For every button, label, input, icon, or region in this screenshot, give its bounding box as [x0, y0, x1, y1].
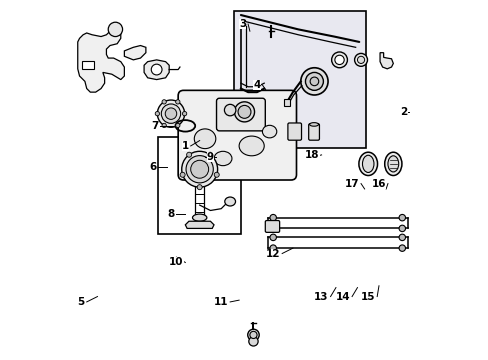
- Bar: [284, 99, 290, 107]
- Circle shape: [214, 172, 219, 177]
- Circle shape: [108, 22, 122, 37]
- Text: 10: 10: [169, 257, 183, 267]
- Circle shape: [238, 105, 250, 118]
- Ellipse shape: [384, 152, 401, 176]
- FancyBboxPatch shape: [265, 221, 279, 232]
- Circle shape: [248, 337, 258, 346]
- Circle shape: [269, 215, 276, 221]
- Text: 14: 14: [335, 292, 349, 302]
- Circle shape: [334, 55, 344, 64]
- Circle shape: [155, 112, 159, 116]
- Bar: [82, 61, 94, 69]
- Text: 2: 2: [400, 107, 407, 117]
- Circle shape: [269, 234, 276, 240]
- Circle shape: [249, 331, 257, 338]
- Text: 7: 7: [151, 121, 158, 131]
- FancyBboxPatch shape: [178, 90, 296, 180]
- Text: 13: 13: [314, 292, 328, 302]
- Polygon shape: [78, 31, 124, 92]
- Circle shape: [180, 172, 185, 177]
- Circle shape: [161, 104, 180, 123]
- Circle shape: [186, 152, 191, 157]
- Text: 4: 4: [253, 80, 260, 90]
- Ellipse shape: [358, 152, 377, 176]
- Circle shape: [165, 108, 176, 120]
- Text: 1: 1: [182, 141, 188, 151]
- Text: 11: 11: [213, 297, 228, 307]
- Circle shape: [182, 151, 217, 187]
- Circle shape: [398, 234, 405, 240]
- Polygon shape: [124, 45, 145, 60]
- Ellipse shape: [192, 214, 206, 221]
- Circle shape: [151, 64, 162, 75]
- Circle shape: [175, 123, 180, 127]
- Circle shape: [247, 329, 259, 341]
- Circle shape: [234, 102, 254, 122]
- Circle shape: [207, 152, 212, 157]
- Circle shape: [305, 72, 323, 90]
- Circle shape: [224, 104, 235, 116]
- Circle shape: [157, 100, 184, 127]
- Text: 16: 16: [371, 179, 386, 189]
- Ellipse shape: [362, 155, 373, 172]
- Circle shape: [162, 100, 166, 104]
- Circle shape: [398, 225, 405, 231]
- Circle shape: [354, 53, 367, 66]
- Ellipse shape: [224, 197, 235, 206]
- Polygon shape: [379, 53, 392, 69]
- Text: 8: 8: [167, 209, 174, 219]
- Circle shape: [357, 56, 364, 63]
- Text: 12: 12: [265, 248, 280, 258]
- Circle shape: [175, 100, 180, 104]
- Text: 6: 6: [149, 162, 156, 172]
- Text: 3: 3: [239, 19, 246, 29]
- Circle shape: [162, 123, 166, 127]
- Text: 15: 15: [360, 292, 375, 302]
- Ellipse shape: [309, 123, 318, 126]
- Circle shape: [185, 156, 213, 183]
- Circle shape: [309, 77, 318, 86]
- Text: 17: 17: [344, 179, 359, 189]
- FancyBboxPatch shape: [308, 124, 319, 140]
- Polygon shape: [185, 221, 214, 228]
- Ellipse shape: [262, 125, 276, 138]
- Ellipse shape: [214, 151, 231, 166]
- Bar: [233, 12, 366, 148]
- FancyBboxPatch shape: [216, 98, 265, 131]
- Ellipse shape: [239, 136, 264, 156]
- Text: 5: 5: [78, 297, 85, 307]
- Circle shape: [398, 245, 405, 251]
- Circle shape: [269, 225, 276, 231]
- Circle shape: [182, 112, 186, 116]
- Polygon shape: [144, 60, 169, 80]
- Circle shape: [190, 160, 208, 178]
- FancyBboxPatch shape: [287, 123, 301, 140]
- Circle shape: [331, 52, 346, 68]
- Text: 18: 18: [305, 150, 319, 160]
- Circle shape: [269, 245, 276, 251]
- Ellipse shape: [194, 129, 215, 149]
- Circle shape: [197, 185, 202, 190]
- Bar: [158, 137, 241, 234]
- Circle shape: [300, 68, 327, 95]
- Circle shape: [398, 215, 405, 221]
- Text: 9: 9: [206, 152, 214, 162]
- Ellipse shape: [387, 156, 398, 172]
